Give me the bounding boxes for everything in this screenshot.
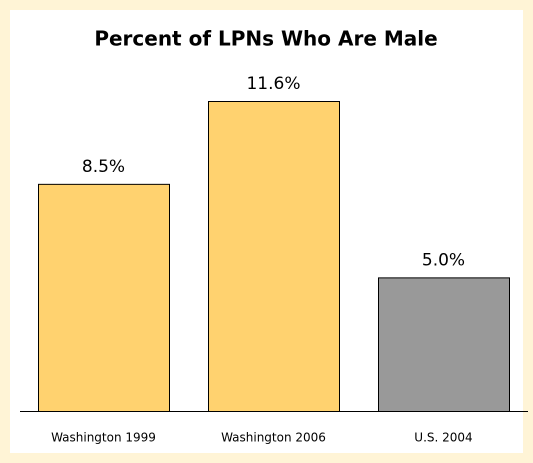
x-tick-label: U.S. 2004: [414, 431, 472, 445]
x-tick-label: Washington 1999: [51, 431, 156, 445]
bar: [38, 183, 170, 412]
bar: [208, 101, 340, 412]
x-tick-label: Washington 2006: [221, 431, 326, 445]
value-label: 8.5%: [82, 157, 125, 177]
value-label: 5.0%: [422, 250, 465, 270]
chart-title: Percent of LPNs Who Are Male: [94, 27, 437, 51]
bars: [38, 101, 510, 412]
bar: [378, 277, 510, 412]
value-label: 11.6%: [246, 74, 300, 94]
